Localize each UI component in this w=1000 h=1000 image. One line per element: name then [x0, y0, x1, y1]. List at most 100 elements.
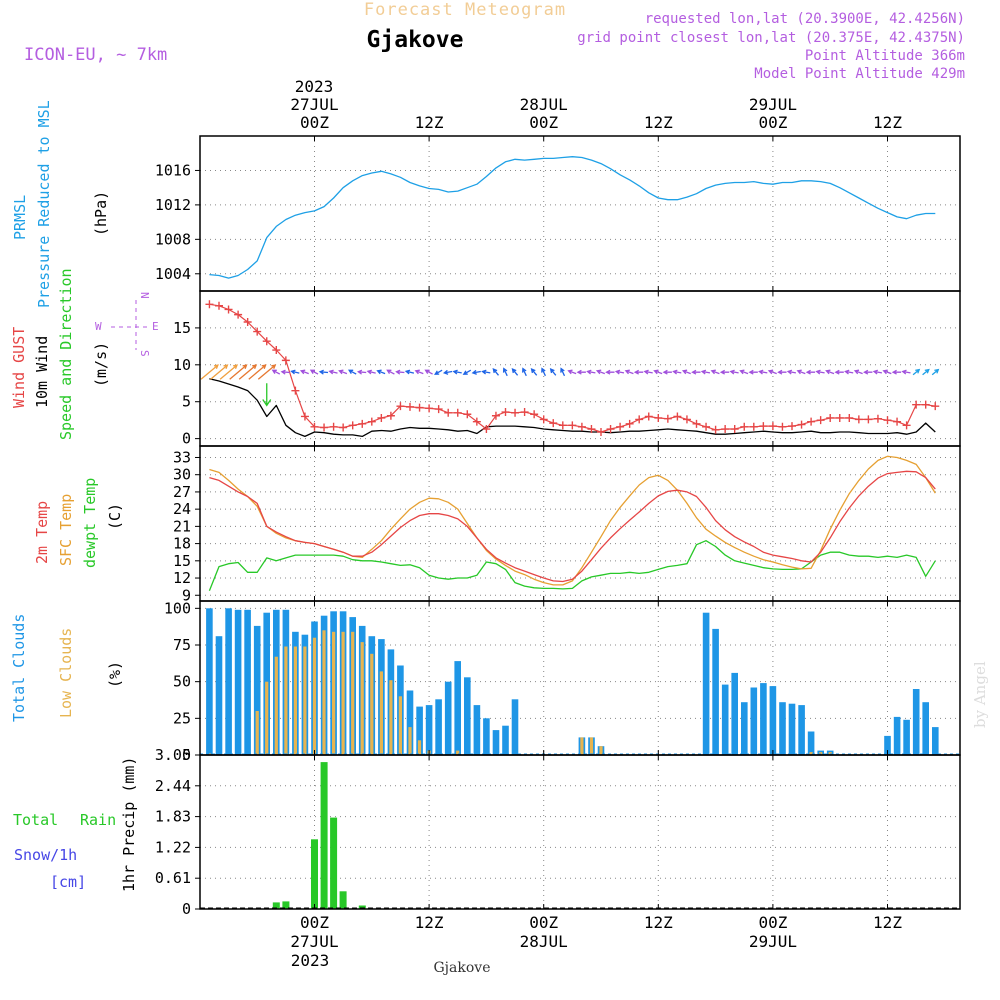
gust-marker	[320, 423, 329, 432]
low-cloud-bar	[398, 696, 402, 755]
gust-marker	[415, 403, 424, 412]
gust-marker	[873, 414, 882, 423]
wind-arrow	[200, 364, 219, 380]
gust-marker	[358, 419, 367, 428]
ytick-label: 21	[173, 517, 191, 535]
total-cloud-bar	[454, 661, 461, 755]
wind-arrow	[777, 369, 787, 375]
bottom-hour-label: 12Z	[644, 913, 673, 932]
wind-arrow	[825, 369, 835, 375]
wind-arrow	[931, 368, 940, 376]
gust-marker	[463, 410, 472, 419]
total-clouds-label: Total Clouds	[10, 614, 28, 722]
wind-arrow	[386, 369, 395, 375]
gust-marker	[406, 402, 414, 411]
svg-text:S: S	[138, 350, 151, 357]
bottom-hour-label: 00Z	[758, 913, 787, 932]
gust-marker	[912, 400, 921, 409]
wind-arrow	[462, 369, 472, 375]
temp-unit: (C)	[106, 503, 124, 530]
gust-marker	[663, 414, 672, 423]
wind-arrow	[872, 369, 883, 375]
precip-unit: 1hr Precip (mm)	[120, 757, 138, 892]
top-year: 2023	[295, 77, 334, 96]
total-cloud-bar	[425, 705, 433, 755]
bottom-date-label: 28JUL	[520, 932, 568, 951]
low-cloud-bar	[312, 637, 317, 755]
ytick-label: 2.44	[155, 777, 191, 795]
total-cloud-bar	[702, 612, 710, 755]
axis-ticks: 1004100810121016051015912151821242730330…	[155, 136, 888, 918]
prmsl-label: PRMSL	[11, 195, 29, 240]
gust-marker	[377, 413, 386, 422]
ytick-label: 1004	[155, 265, 191, 283]
wind-arrow	[691, 369, 701, 375]
ytick-label: 0	[182, 900, 191, 918]
gust-marker	[635, 415, 644, 424]
top-date-label: 28JUL	[520, 95, 568, 114]
wind-arrow	[238, 364, 258, 380]
wind-arrow	[739, 369, 749, 375]
total-cloud-bar	[406, 690, 414, 755]
gust-marker	[606, 425, 615, 434]
low-cloud-bar	[293, 646, 297, 755]
panel-frame	[199, 290, 961, 447]
low-cloud-bar	[255, 711, 259, 755]
wind-arrow	[853, 369, 863, 375]
gust-marker	[511, 408, 520, 417]
gust-marker	[386, 411, 395, 420]
gust-marker	[568, 421, 577, 430]
low-cloud-bar	[284, 646, 288, 755]
ytick-label: 10	[173, 356, 191, 374]
gust-marker	[616, 422, 625, 431]
gust-marker	[253, 327, 262, 336]
total-cloud-bar	[473, 705, 481, 755]
gust-marker	[625, 419, 634, 428]
low-cloud-bar	[589, 737, 594, 755]
temp-2m-label: 2m Temp	[33, 501, 51, 564]
gust-marker	[768, 422, 777, 431]
wind-arrow	[748, 369, 758, 375]
top-date-label: 27JUL	[290, 95, 338, 114]
wind-arrow	[567, 369, 577, 375]
watermark: by Angel	[971, 661, 989, 728]
wind-arrow	[328, 369, 338, 375]
gust-marker	[902, 421, 911, 430]
low-cloud-bar	[599, 746, 603, 755]
prmsl-line	[209, 156, 936, 279]
compass-icon: W E N S	[95, 292, 159, 357]
total-cloud-bar	[492, 730, 500, 755]
wind-arrow	[434, 369, 443, 375]
low-cloud-bar	[360, 642, 364, 755]
wind-arrow-down	[262, 383, 272, 407]
gust-marker	[883, 416, 892, 425]
wind-barbs	[200, 364, 940, 407]
wind-arrow	[271, 369, 281, 375]
sfc-temp-label: SFC Temp	[57, 494, 75, 566]
ytick-label: 27	[173, 483, 191, 501]
wind-arrow	[452, 369, 462, 375]
wind-arrow	[672, 369, 682, 375]
chart-title: Forecast Meteogram	[364, 0, 566, 20]
gust-marker	[396, 402, 405, 411]
wind-arrow	[424, 369, 433, 375]
total-cloud-bar	[206, 608, 213, 755]
total-cloud-bar	[712, 628, 719, 755]
wind-arrow	[595, 369, 606, 375]
gust-marker	[425, 404, 434, 413]
total-cloud-bar	[760, 683, 767, 755]
rain-bar	[320, 762, 328, 909]
rain-bar	[282, 901, 290, 909]
wind-arrow	[863, 369, 873, 375]
low-cloud-bar	[379, 671, 383, 755]
gust-marker	[291, 386, 300, 395]
wind-gust-label: Wind GUST	[10, 327, 28, 408]
gust-marker	[300, 412, 309, 421]
speed-direction-label: Speed and Direction	[57, 268, 75, 440]
wind-arrow	[586, 369, 596, 375]
low-cloud-bar	[265, 681, 269, 755]
gust-marker	[549, 419, 558, 428]
dewpt-temp-label: dewpt Temp	[81, 478, 99, 568]
bottom-hour-label: 00Z	[300, 913, 329, 932]
